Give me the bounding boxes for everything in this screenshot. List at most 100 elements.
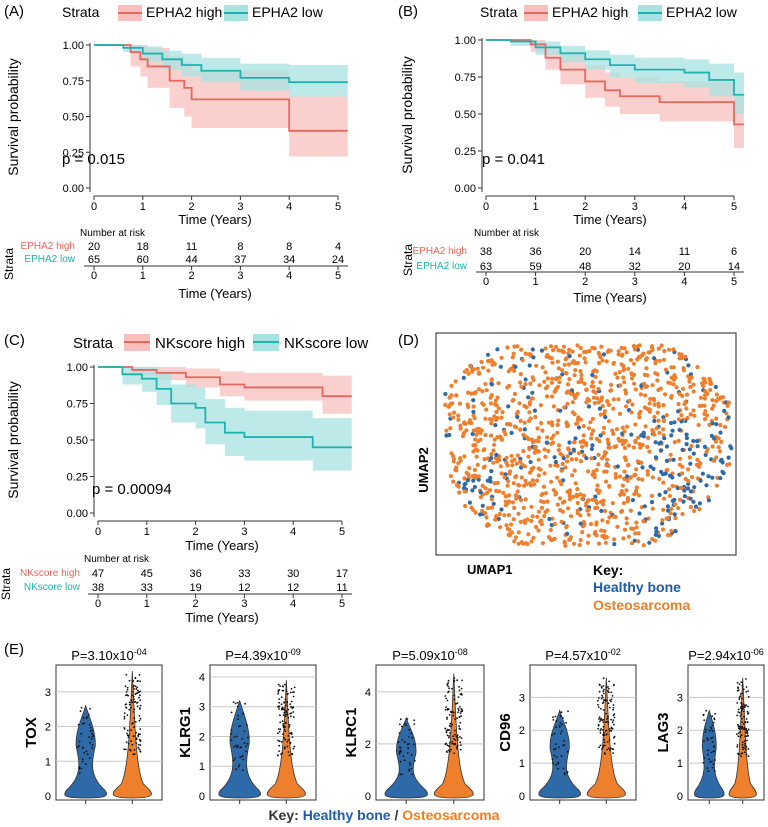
point-osteosarcoma — [516, 511, 521, 516]
jitter-point — [747, 695, 750, 698]
survival-curve-high — [98, 366, 352, 398]
point-osteosarcoma — [650, 475, 655, 480]
point-osteosarcoma — [608, 348, 613, 353]
point-healthy-bone — [494, 452, 499, 457]
point-osteosarcoma — [653, 361, 658, 366]
point-osteosarcoma — [528, 470, 533, 475]
point-osteosarcoma — [601, 430, 606, 436]
point-osteosarcoma — [522, 483, 527, 488]
point-osteosarcoma — [575, 508, 580, 513]
point-osteosarcoma — [591, 384, 596, 389]
point-osteosarcoma — [653, 371, 658, 376]
point-osteosarcoma — [643, 393, 648, 398]
jitter-point — [703, 740, 705, 742]
jitter-point — [744, 744, 746, 747]
x-tick-label: 4 — [681, 201, 687, 213]
jitter-point — [136, 705, 139, 708]
point-osteosarcoma — [489, 433, 494, 438]
jitter-point — [741, 717, 744, 720]
point-osteosarcoma — [679, 356, 684, 361]
y-tick-label: 2 — [677, 725, 683, 737]
panel-b: (B) Strata EPHA2 high EPHA2 low Survival… — [398, 3, 744, 305]
point-osteosarcoma — [464, 368, 469, 373]
point-osteosarcoma — [523, 351, 528, 356]
jitter-point — [456, 717, 459, 720]
y-tick-label: 0.25 — [67, 472, 88, 484]
jitter-point — [139, 740, 142, 742]
risk-tick-label: 2 — [193, 598, 199, 610]
point-osteosarcoma — [447, 403, 452, 408]
point-osteosarcoma — [523, 382, 528, 387]
jitter-point — [603, 752, 606, 754]
risk-tick-label: 1 — [140, 270, 146, 282]
jitter-point — [599, 729, 602, 732]
jitter-point — [411, 773, 414, 776]
jitter-point — [127, 742, 130, 745]
point-osteosarcoma — [654, 426, 659, 431]
jitter-point — [613, 723, 615, 726]
point-osteosarcoma — [677, 352, 682, 357]
point-osteosarcoma — [515, 453, 520, 458]
jitter-point — [237, 744, 239, 747]
jitter-point — [609, 730, 611, 732]
point-osteosarcoma — [511, 351, 516, 356]
p-value: P=2.94x10-06 — [688, 647, 764, 663]
p-value: P=5.09x10-08 — [392, 647, 468, 663]
point-osteosarcoma — [585, 396, 590, 402]
point-osteosarcoma — [549, 479, 554, 484]
point-osteosarcoma — [489, 505, 494, 510]
point-healthy-bone — [687, 447, 692, 452]
point-osteosarcoma — [538, 499, 544, 504]
point-healthy-bone — [672, 420, 677, 425]
jitter-point — [399, 773, 402, 776]
point-osteosarcoma — [708, 381, 713, 386]
point-osteosarcoma — [513, 535, 519, 540]
jitter-point — [602, 744, 605, 747]
jitter-point — [703, 719, 706, 722]
point-osteosarcoma — [592, 531, 597, 536]
point-osteosarcoma — [534, 478, 540, 483]
point-osteosarcoma — [509, 522, 514, 527]
point-osteosarcoma — [620, 425, 625, 430]
point-osteosarcoma — [641, 543, 646, 548]
point-osteosarcoma — [579, 372, 584, 378]
point-osteosarcoma — [714, 455, 719, 460]
point-osteosarcoma — [516, 530, 521, 535]
jitter-point — [125, 691, 128, 693]
point-osteosarcoma — [524, 435, 529, 440]
risk-count: 63 — [480, 261, 492, 273]
jitter-point — [453, 752, 456, 755]
point-osteosarcoma — [548, 344, 554, 349]
jitter-point — [135, 688, 138, 690]
point-healthy-bone — [489, 382, 494, 387]
point-healthy-bone — [670, 428, 675, 433]
jitter-point — [737, 724, 739, 726]
point-osteosarcoma — [534, 363, 539, 368]
point-osteosarcoma — [460, 433, 466, 439]
jitter-point — [712, 763, 715, 765]
point-healthy-bone — [590, 372, 595, 378]
point-healthy-bone — [632, 538, 637, 543]
point-osteosarcoma — [556, 348, 561, 353]
jitter-point — [245, 745, 247, 748]
point-osteosarcoma — [645, 373, 650, 378]
point-osteosarcoma — [582, 440, 587, 445]
jitter-point — [446, 709, 449, 711]
jitter-point — [139, 694, 141, 697]
point-osteosarcoma — [559, 519, 564, 524]
risk-tick-label: 4 — [681, 276, 687, 288]
point-osteosarcoma — [618, 474, 623, 479]
point-osteosarcoma — [491, 460, 496, 465]
point-osteosarcoma — [526, 454, 531, 459]
point-osteosarcoma — [646, 350, 651, 355]
point-osteosarcoma — [664, 413, 669, 418]
point-osteosarcoma — [562, 362, 567, 367]
jitter-point — [282, 724, 285, 727]
key-healthy-bone: Healthy bone — [303, 807, 391, 823]
jitter-point — [745, 746, 748, 748]
point-osteosarcoma — [662, 349, 667, 354]
jitter-point — [78, 772, 81, 775]
y-tick-label: 0.50 — [67, 435, 88, 447]
point-osteosarcoma — [555, 502, 560, 507]
jitter-point — [282, 726, 285, 729]
